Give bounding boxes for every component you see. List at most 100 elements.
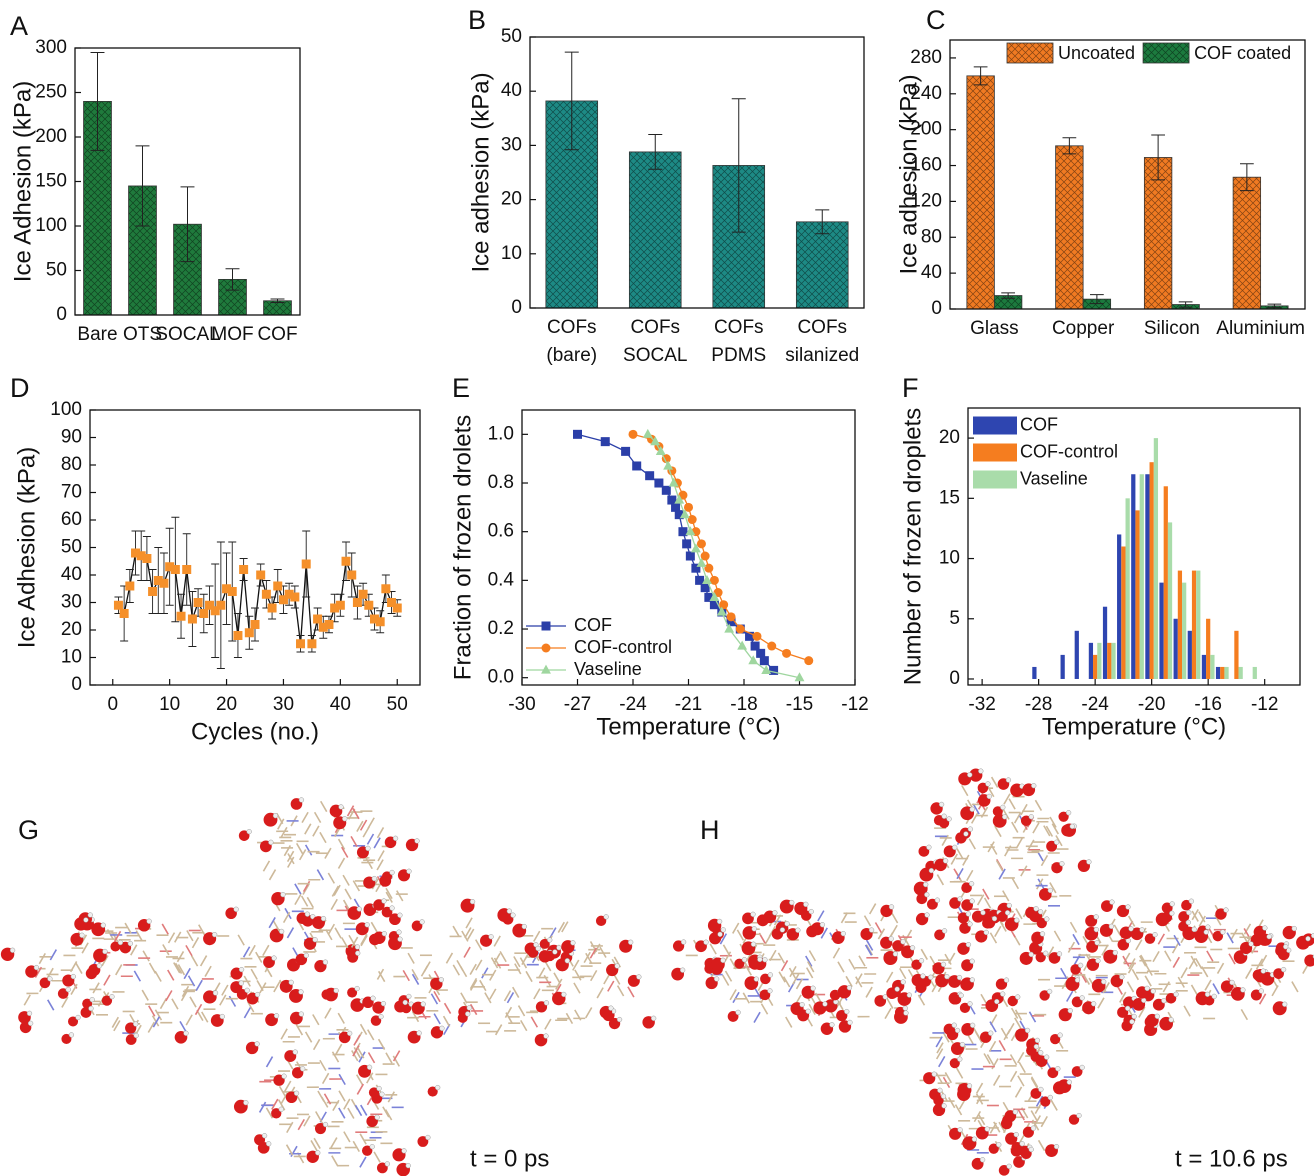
bar bbox=[1075, 631, 1079, 679]
x-tick-label: COFs bbox=[714, 317, 764, 338]
point bbox=[645, 471, 654, 480]
point bbox=[629, 430, 638, 439]
bond bbox=[1032, 1077, 1038, 1087]
hydrogen bbox=[1125, 1006, 1130, 1011]
y-tick-label: 60 bbox=[61, 509, 82, 530]
hydrogen bbox=[511, 913, 516, 918]
hydrogen bbox=[1161, 998, 1166, 1003]
bond bbox=[166, 990, 172, 1000]
hydrogen bbox=[609, 1006, 614, 1011]
bond bbox=[1033, 823, 1039, 833]
panel-letter: H bbox=[700, 815, 720, 845]
hydrogen bbox=[561, 992, 566, 997]
x-tick-label: -12 bbox=[841, 694, 868, 715]
bond bbox=[349, 935, 355, 945]
hydrogen bbox=[780, 927, 785, 932]
legend-swatch bbox=[973, 471, 1017, 489]
bond bbox=[1011, 1071, 1017, 1081]
hydrogen bbox=[323, 1122, 328, 1127]
hydrogen bbox=[1230, 980, 1235, 985]
hydrogen bbox=[293, 1050, 298, 1055]
bond bbox=[162, 924, 168, 934]
hydrogen bbox=[279, 929, 284, 934]
bond bbox=[521, 1020, 527, 1030]
bond bbox=[1192, 909, 1198, 919]
bond bbox=[331, 1138, 337, 1148]
oxygen bbox=[1304, 955, 1314, 967]
hydrogen bbox=[255, 992, 260, 997]
hydrogen bbox=[943, 858, 948, 863]
bond bbox=[298, 1119, 304, 1129]
hydrogen bbox=[1034, 1044, 1039, 1049]
bond bbox=[251, 969, 257, 979]
bond bbox=[710, 944, 716, 954]
bond bbox=[1192, 985, 1198, 995]
hydrogen bbox=[467, 1005, 472, 1010]
y-tick-label: 150 bbox=[35, 171, 67, 192]
bond bbox=[985, 898, 991, 908]
point bbox=[704, 564, 713, 573]
bar bbox=[1111, 643, 1115, 679]
hydrogen bbox=[959, 993, 964, 998]
hydrogen bbox=[718, 932, 723, 937]
hydrogen bbox=[636, 975, 641, 980]
hydrogen bbox=[986, 782, 991, 787]
bond bbox=[287, 928, 293, 938]
point bbox=[239, 565, 248, 574]
legend-label: Uncoated bbox=[1058, 43, 1135, 63]
x-tick-label: COFs bbox=[797, 317, 847, 338]
bond bbox=[464, 947, 470, 957]
bond bbox=[361, 934, 367, 944]
bond bbox=[918, 995, 924, 1005]
hydrogen bbox=[407, 869, 412, 874]
bond bbox=[562, 922, 568, 932]
x-tick-label: Glass bbox=[970, 318, 1019, 339]
bond bbox=[187, 930, 193, 940]
hydrogen bbox=[393, 836, 398, 841]
bond bbox=[1054, 931, 1060, 941]
bond bbox=[1178, 977, 1184, 987]
y-tick-label: 200 bbox=[910, 119, 942, 140]
hydrogen bbox=[970, 959, 975, 964]
hydrogen bbox=[970, 899, 975, 904]
hydrogen bbox=[1282, 1002, 1287, 1007]
hydrogen bbox=[118, 940, 123, 945]
bond bbox=[591, 970, 597, 980]
hydrogen bbox=[968, 922, 973, 927]
bar bbox=[1210, 655, 1214, 679]
legend-marker bbox=[542, 644, 551, 653]
hydrogen bbox=[80, 933, 85, 938]
panel-letter: E bbox=[452, 373, 470, 403]
hydrogen bbox=[315, 1150, 320, 1155]
hydrogen bbox=[768, 988, 773, 993]
bond bbox=[957, 868, 963, 878]
hydrogen bbox=[385, 1161, 390, 1166]
hydrogen bbox=[128, 941, 133, 946]
hydrogen bbox=[1262, 926, 1267, 931]
y-tick-label: 50 bbox=[501, 26, 522, 47]
bond bbox=[957, 849, 963, 859]
bond bbox=[534, 931, 540, 941]
y-tick-label: 20 bbox=[501, 189, 522, 210]
bond bbox=[1241, 1009, 1247, 1019]
hydrogen bbox=[90, 997, 95, 1002]
bond bbox=[1132, 969, 1138, 979]
legend-swatch bbox=[1007, 43, 1053, 63]
bond bbox=[586, 1007, 592, 1017]
bar bbox=[1178, 571, 1182, 679]
bond bbox=[786, 1017, 792, 1027]
hydrogen bbox=[1034, 906, 1039, 911]
hydrogen bbox=[1212, 994, 1217, 999]
hydrogen bbox=[1035, 1038, 1040, 1043]
bond bbox=[339, 1108, 345, 1118]
y-tick-label: 30 bbox=[61, 592, 82, 613]
bond bbox=[360, 1157, 366, 1167]
hydrogen bbox=[901, 980, 906, 985]
y-tick-label: 90 bbox=[61, 427, 82, 448]
hydrogen bbox=[402, 1148, 407, 1153]
bond bbox=[196, 980, 202, 990]
bond bbox=[374, 838, 380, 848]
bar bbox=[1097, 643, 1101, 679]
y-tick-label: 5 bbox=[949, 608, 960, 629]
y-tick-label: 120 bbox=[910, 190, 942, 211]
